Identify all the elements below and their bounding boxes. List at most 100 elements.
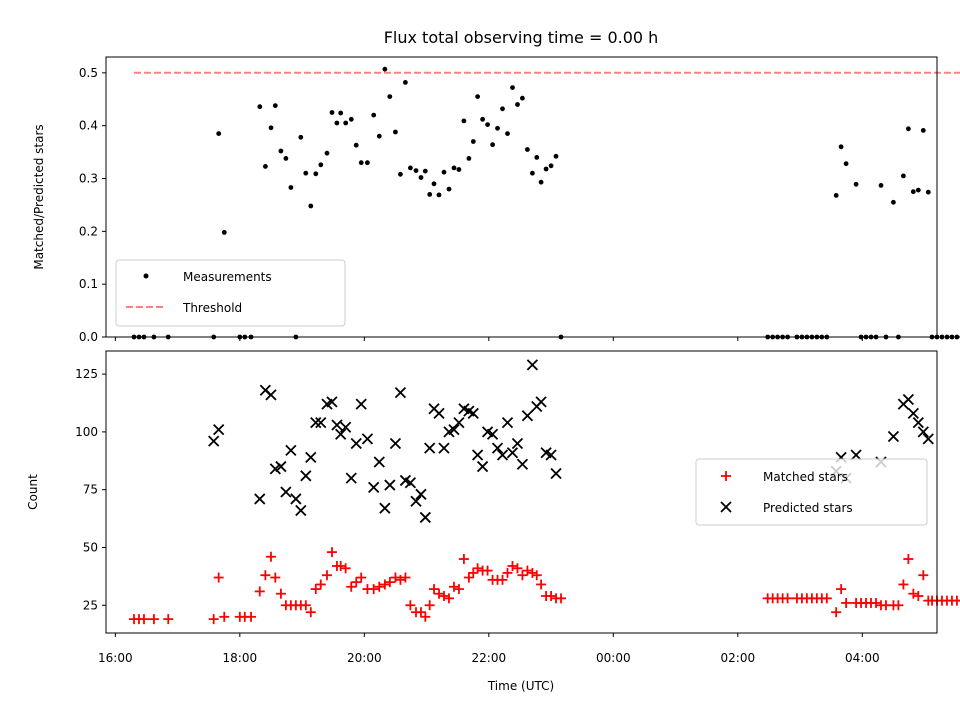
measurement-point (303, 170, 309, 176)
matched-point (502, 567, 513, 578)
matched-point (405, 600, 416, 611)
matched-point (346, 581, 357, 592)
measurement-point (308, 203, 314, 209)
matched-point (903, 554, 914, 565)
predicted-point (917, 426, 929, 438)
matched-point (305, 607, 316, 618)
matched-point (424, 600, 435, 611)
measurement-point (915, 187, 921, 193)
measurement-point (451, 165, 457, 171)
measurement-point (313, 171, 319, 177)
matched-point (463, 572, 474, 583)
predicted-point (254, 493, 266, 505)
matched-point (356, 572, 367, 583)
matched-point (219, 611, 230, 622)
bottom-y-tick-label: 25 (83, 598, 98, 612)
matched-point (208, 614, 219, 625)
measurement-point (398, 171, 403, 177)
measurement-point (348, 116, 354, 122)
matched-point (321, 570, 332, 581)
predicted-point (433, 407, 445, 420)
bottom-y-tick-label: 50 (83, 540, 98, 554)
measurement-point (427, 192, 433, 197)
bottom-y-tick-label: 100 (75, 425, 98, 439)
measurement-point (925, 189, 931, 195)
predicted-point (535, 396, 547, 408)
matched-point (429, 584, 440, 595)
measurement-point (272, 103, 278, 108)
bottom-legend-box (695, 458, 928, 526)
predicted-point (345, 472, 357, 484)
top-panel: Flux total observing time = 0.00 h Match… (32, 28, 960, 344)
measurement-point (288, 185, 294, 190)
predicted-point (410, 495, 422, 507)
measurement-point (878, 183, 884, 188)
measurement-point (525, 147, 530, 152)
legend-measurements-marker (143, 273, 149, 279)
predicted-point (511, 437, 524, 450)
measurement-point (939, 334, 945, 340)
matched-point (522, 565, 533, 576)
measurement-point (329, 110, 335, 115)
matched-point (482, 565, 493, 576)
matched-point (351, 577, 362, 588)
predicted-point (501, 417, 514, 429)
top-chart-title: Flux total observing time = 0.00 h (384, 28, 659, 47)
matched-point (326, 547, 337, 558)
matched-point (908, 588, 919, 599)
measurement-point (334, 120, 340, 126)
measurement-point (510, 85, 515, 90)
measurement-point (343, 120, 349, 126)
measurement-point (470, 139, 476, 144)
measurement-point (376, 133, 382, 139)
legend-predicted-label: Predicted stars (763, 501, 853, 515)
measurement-point (436, 192, 442, 198)
matched-point (443, 593, 454, 604)
bottom-y-tick-label: 125 (75, 367, 98, 381)
matched-point (310, 584, 321, 595)
measurement-point (515, 102, 520, 107)
bottom-x-tick-label: 02:00 (721, 651, 756, 665)
bottom-plot-area (129, 359, 960, 625)
matched-point (270, 572, 281, 583)
matched-point (918, 570, 929, 581)
top-y-axis-label: Matched/Predicted stars (32, 124, 46, 269)
top-y-tick-label: 0.1 (79, 277, 98, 291)
matched-point (340, 563, 351, 574)
top-plot-frame (105, 56, 938, 338)
predicted-point (404, 477, 417, 489)
predicted-point (521, 410, 534, 422)
measurement-point (371, 112, 377, 118)
matched-point (913, 591, 924, 602)
matched-point (300, 600, 311, 611)
measurement-point (920, 127, 926, 133)
predicted-point (384, 479, 396, 491)
measurement-point (393, 129, 398, 135)
measurement-point (475, 94, 480, 99)
measurement-point (853, 181, 859, 187)
bottom-x-tick-label: 18:00 (223, 651, 258, 665)
matched-point (468, 567, 479, 578)
predicted-point (545, 449, 557, 461)
matched-point (893, 600, 904, 611)
matched-point (265, 551, 276, 562)
predicted-point (379, 502, 391, 514)
measurement-point (263, 164, 268, 169)
top-y-tick-label: 0.0 (79, 330, 98, 344)
predicted-point (424, 442, 436, 454)
top-legend-box (115, 259, 346, 327)
matched-point (400, 572, 411, 583)
matched-point (148, 614, 159, 625)
matched-point (546, 591, 557, 602)
matched-point (527, 567, 538, 578)
bottom-y-tick-label: 75 (83, 483, 98, 497)
measurement-point (906, 126, 911, 132)
measurement-point (382, 66, 388, 72)
matched-point (821, 593, 832, 604)
matched-point (517, 570, 528, 581)
measurement-point (534, 155, 540, 160)
matched-point (420, 611, 431, 622)
predicted-point (280, 486, 292, 498)
